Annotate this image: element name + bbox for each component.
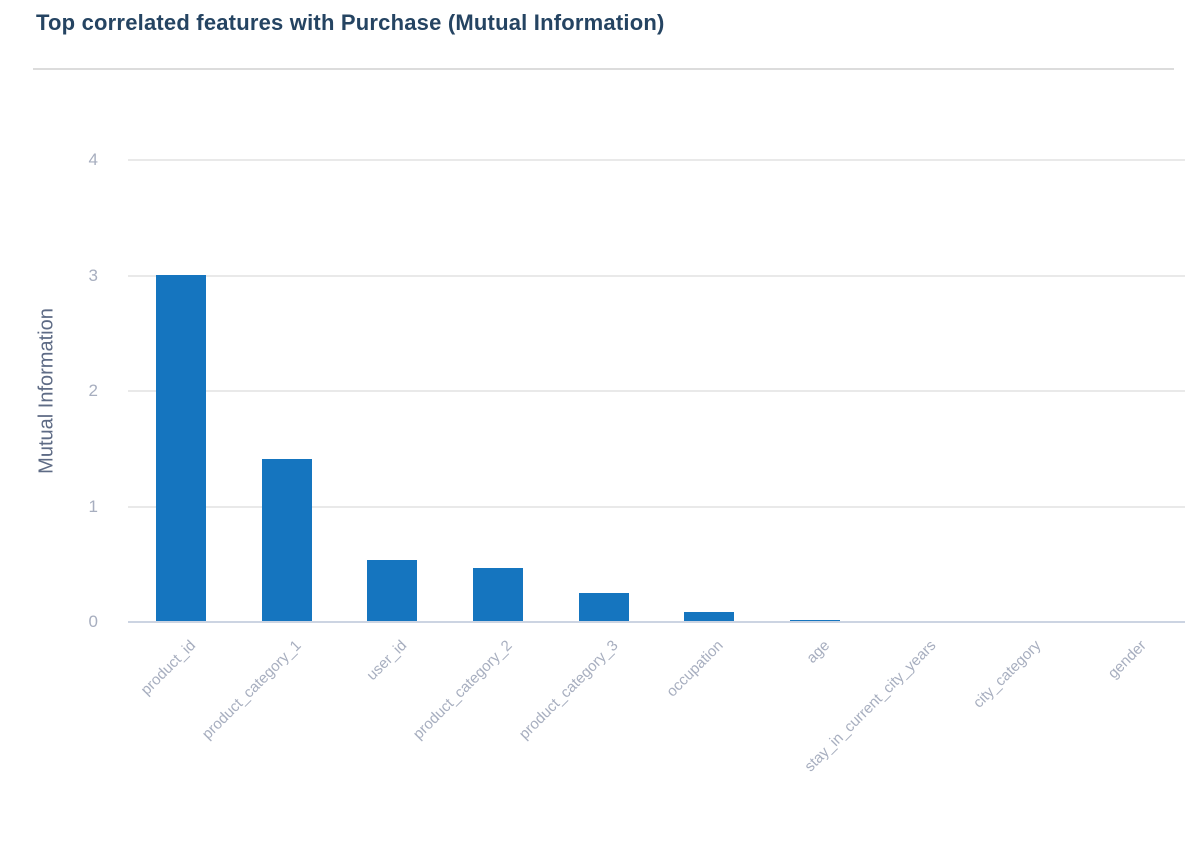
x-tick-label: age xyxy=(803,637,834,667)
bar[interactable] xyxy=(579,593,629,622)
gridline xyxy=(128,275,1185,277)
x-tick-label: user_id xyxy=(363,637,411,684)
title-divider xyxy=(33,68,1174,70)
x-tick-label: gender xyxy=(1104,637,1151,683)
x-tick-label: occupation xyxy=(663,637,728,701)
y-tick-label: 0 xyxy=(88,612,98,631)
gridline xyxy=(128,390,1185,392)
x-tick-label: product_category_3 xyxy=(516,637,623,743)
bar[interactable] xyxy=(367,560,417,622)
gridline xyxy=(128,159,1185,161)
y-tick-label: 4 xyxy=(88,150,98,169)
x-tick-label: product_category_1 xyxy=(199,637,306,743)
gridline xyxy=(128,506,1185,508)
x-tick-label: product_id xyxy=(137,637,200,699)
x-tick-label: product_category_2 xyxy=(410,637,517,743)
y-tick-label: 2 xyxy=(88,381,98,400)
y-tick-label: 3 xyxy=(88,266,98,285)
chart-title: Top correlated features with Purchase (M… xyxy=(36,10,665,35)
bar[interactable] xyxy=(156,275,206,622)
x-tick-label: city_category xyxy=(969,637,1045,712)
bar[interactable] xyxy=(473,568,523,622)
y-tick-label: 1 xyxy=(88,497,98,516)
bar[interactable] xyxy=(684,612,734,622)
bar[interactable] xyxy=(262,459,312,622)
x-axis-line xyxy=(128,621,1185,623)
